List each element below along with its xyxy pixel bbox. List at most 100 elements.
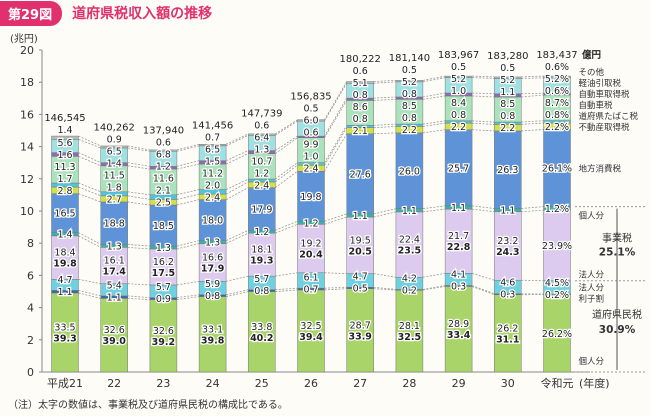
data-label: 6.4 (254, 132, 269, 143)
bar-segment (149, 204, 178, 247)
connector-line (127, 295, 150, 299)
data-label: 32.6 (104, 325, 125, 336)
bold-data-label: 39.4 (299, 332, 323, 343)
bold-data-label: 17.5 (152, 268, 175, 279)
data-label: 0.8 (254, 286, 269, 297)
connector-line (422, 208, 446, 213)
connector-line (324, 216, 347, 225)
connector-line (176, 143, 200, 151)
data-label: 17.9 (251, 204, 272, 215)
data-label: 6.0 (303, 116, 318, 127)
connector-line (521, 94, 544, 98)
data-label: 1.7 (57, 174, 72, 185)
data-label: 0.2 (402, 285, 417, 296)
data-label: 4.6 (500, 278, 515, 289)
data-label: 32.5 (300, 321, 321, 332)
connector-line (225, 187, 249, 200)
data-label: 0.5 (353, 283, 368, 294)
bar-segment (51, 292, 79, 373)
data-label: 1.0 (451, 86, 466, 97)
bar-segment (395, 289, 424, 373)
y-tick-label: 0 (27, 366, 34, 379)
data-label: 1.1 (500, 206, 515, 217)
connector-line (127, 201, 150, 206)
connector-line (78, 278, 101, 285)
connector-line (521, 129, 544, 132)
bold-data-label: 22.8 (447, 242, 471, 253)
data-label: 1.4 (57, 125, 72, 136)
legend-label: 道府県たばこ税 (579, 111, 639, 122)
data-label: 1.2% (545, 204, 569, 215)
connector-line (373, 81, 396, 84)
data-label: 8.6 (353, 102, 368, 113)
connector-line (422, 205, 446, 210)
bar-segment (248, 187, 276, 231)
connector-line (521, 209, 544, 213)
data-label: 28.1 (399, 321, 420, 332)
connector-line (472, 95, 495, 98)
y-tick-label: 18 (20, 76, 34, 89)
bar-segment (494, 211, 522, 281)
connector-line (78, 135, 101, 147)
data-label: 1.6 (57, 150, 72, 161)
connector-line (324, 83, 348, 122)
bold-data-label: 39.0 (102, 336, 126, 347)
connector-line (472, 208, 495, 213)
connector-line (176, 243, 200, 250)
data-label: 2.4 (303, 164, 318, 175)
data-label: 4.5% (545, 278, 569, 289)
bar-segment (248, 232, 276, 277)
data-label: 18.4 (54, 248, 75, 259)
bold-data-label: 19.3 (250, 256, 273, 267)
bar-segment (51, 235, 79, 280)
data-label: 1.0 (303, 152, 318, 163)
connector-line (275, 120, 298, 136)
connector-line (78, 182, 101, 193)
connector-line (373, 126, 396, 129)
connector-line (422, 75, 446, 81)
bold-data-label: 39.8 (201, 335, 225, 346)
bar-segment (198, 199, 227, 241)
bar-total-label: 181,140 (389, 53, 430, 64)
connector-line (275, 223, 298, 234)
footnote: （注）太字の数値は、事業税及び道府県民税の構成比である。 (8, 400, 288, 411)
bar-segment (149, 248, 178, 286)
bar-segment (346, 133, 374, 215)
bar-segment (198, 144, 227, 147)
data-label: 5.2 (451, 74, 466, 85)
bar-total-label: 141,456 (192, 120, 233, 131)
data-label: 26.2% (542, 329, 572, 340)
connector-line (324, 125, 348, 163)
data-label: 16.6 (202, 252, 223, 263)
connector-line (422, 286, 446, 291)
data-label: 5.7 (254, 274, 269, 285)
bar-segment (395, 132, 424, 209)
bar-segment (51, 193, 79, 233)
legend-label: 不動産取得税 (579, 122, 631, 133)
data-label: 1.4 (107, 158, 122, 169)
data-label: 5.2 (500, 75, 515, 86)
connector-line (176, 145, 200, 152)
connector-line (127, 297, 150, 301)
data-label: 2.8 (57, 186, 72, 197)
data-label: 0.3 (451, 281, 466, 292)
bar-segment (494, 294, 522, 373)
data-label: 0.9 (156, 294, 171, 305)
data-label: 2.1 (353, 126, 368, 137)
y-tick-label: 2 (27, 334, 34, 347)
connector-line (78, 235, 101, 248)
data-label: 2.0 (205, 180, 220, 191)
connector-line (176, 296, 200, 300)
connector-line (127, 162, 150, 167)
connector-line (225, 178, 249, 190)
connector-line (422, 285, 446, 290)
data-label: 0.7 (303, 285, 318, 296)
data-label: 5.6 (57, 138, 72, 149)
bold-data-label: 40.2 (250, 333, 273, 344)
data-label: 25.7 (448, 163, 469, 174)
connector-line (324, 97, 348, 137)
connector-line (176, 199, 200, 206)
connector-line (78, 289, 101, 297)
connector-line (472, 129, 495, 132)
